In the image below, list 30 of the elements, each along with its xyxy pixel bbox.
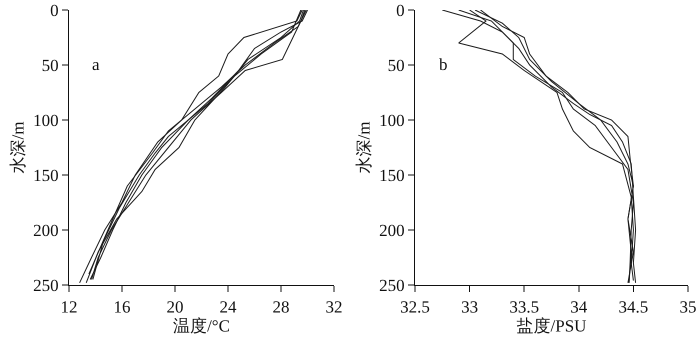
x-tick-label: 33.5	[509, 297, 540, 316]
y-tick-label: 200	[33, 220, 59, 240]
x-tick-label: 34.5	[618, 297, 648, 316]
y-tick-label: 50	[388, 56, 405, 75]
x-tick-label: 35	[680, 297, 696, 316]
x-tick-label: 32	[326, 297, 342, 316]
y-tick-label: 200	[379, 220, 405, 240]
y-tick-label: 250	[33, 276, 59, 295]
y-axis-title: 水深/m	[354, 122, 374, 174]
x-axis-title: 盐度/PSU	[516, 316, 586, 336]
y-tick-label: 100	[379, 110, 405, 130]
y-axis-title: 水深/m	[8, 122, 28, 174]
x-tick-label: 34	[570, 297, 588, 316]
x-tick-label: 32.5	[400, 297, 430, 316]
annotation: a	[92, 55, 100, 74]
y-tick-label: 150	[33, 166, 59, 185]
y-tick-label: 0	[50, 0, 59, 20]
x-tick-label: 16	[114, 297, 130, 316]
x-tick-label: 20	[166, 297, 184, 316]
x-tick-label: 33	[461, 297, 478, 316]
y-tick-label: 50	[42, 56, 59, 75]
y-tick-label: 0	[396, 0, 405, 20]
x-tick-label: 12	[60, 297, 78, 316]
annotation: b	[439, 55, 448, 74]
x-tick-label: 24	[220, 297, 237, 316]
y-tick-label: 100	[33, 110, 59, 130]
x-axis-title: 温度/°C	[173, 316, 230, 336]
x-tick-label: 28	[272, 297, 290, 316]
y-tick-label: 150	[379, 166, 405, 185]
y-tick-label: 250	[379, 276, 405, 295]
